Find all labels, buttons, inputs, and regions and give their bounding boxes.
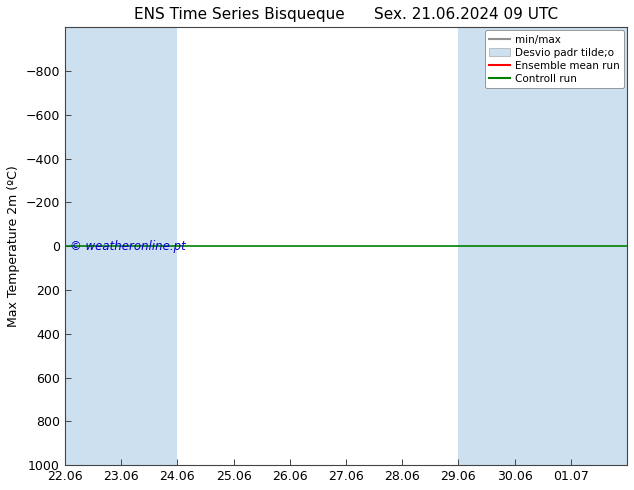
Bar (458, 27, 599, 465)
Text: © weatheronline.pt: © weatheronline.pt (70, 240, 186, 253)
Y-axis label: Max Temperature 2m (ºC): Max Temperature 2m (ºC) (7, 165, 20, 327)
Title: ENS Time Series Bisqueque      Sex. 21.06.2024 09 UTC: ENS Time Series Bisqueque Sex. 21.06.202… (134, 7, 558, 22)
Legend: min/max, Desvio padr tilde;o, Ensemble mean run, Controll run: min/max, Desvio padr tilde;o, Ensemble m… (485, 30, 624, 88)
Bar (65, 27, 178, 465)
Bar (571, 27, 627, 465)
